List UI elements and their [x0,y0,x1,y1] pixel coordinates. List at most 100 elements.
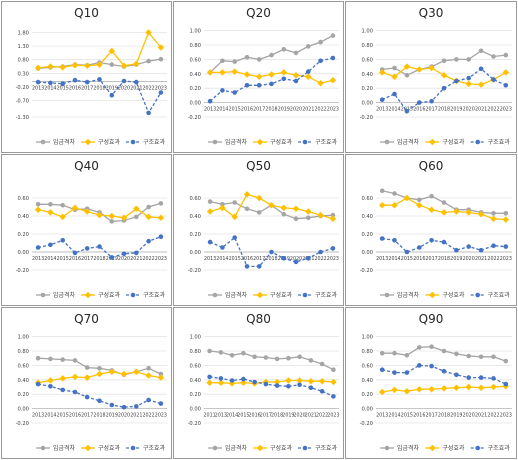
data-point-structure [84,246,90,251]
legend-label: 구성효과 [98,138,121,146]
y-tick-label: 0.00 [17,407,29,413]
data-point-structure [256,264,262,269]
x-tick-label: 2023 [155,86,167,92]
data-point-structure [417,245,422,250]
data-point-wage-gap [454,57,459,62]
data-point-composition [378,201,386,209]
legend-label: 구성효과 [442,291,465,299]
y-tick-label: 0.80 [361,349,373,355]
chart-panel-q60: Q60 -0.20 0.00 0.20 0.40 0.60 2013 2014 2015 2016… [345,154,517,306]
y-tick-label: 1.80 [17,31,29,37]
legend-marker-composition [256,138,264,146]
data-point-composition [329,215,337,222]
data-point-composition [145,29,152,36]
x-tick-label: 2013 [32,256,44,262]
series-line-structure [37,236,162,259]
legend-label: 구조효과 [488,444,511,452]
data-point-wage-gap [146,204,151,210]
data-point-composition [243,71,251,78]
line-chart: -0.20 0.00 0.20 0.40 0.60 0.80 1.00 2013 2014 201… [360,29,512,146]
data-point-structure [404,249,410,255]
data-point-structure [256,83,262,88]
data-point-structure [121,404,127,410]
y-tick-label: 0.20 [189,86,201,92]
data-point-structure [207,374,212,380]
y-tick-label: 0.40 [189,214,201,220]
data-point-composition [231,68,238,75]
data-point-wage-gap [441,200,447,205]
y-tick-label: -0.20 [188,421,201,427]
x-tick-label: 2014 [388,107,400,113]
x-tick-label: 2017 [81,413,93,419]
data-point-composition [502,69,510,76]
x-tick-label: 2018 [438,256,450,262]
y-tick-label: 0.60 [17,196,29,202]
data-point-structure [274,383,280,388]
y-tick-label: 0.60 [361,196,373,202]
series-line-structure [38,78,162,115]
data-point-structure [441,368,447,374]
legend-label: 구조효과 [143,444,166,452]
data-point-composition [465,80,472,88]
y-tick-label: 0.60 [361,363,373,369]
y-tick-label: 0.00 [17,250,29,256]
data-point-composition [318,377,326,385]
data-point-structure [252,379,257,385]
y-tick-label: 0.60 [361,57,373,63]
y-tick-label: 0.30 [17,71,29,77]
x-tick-label: 2011 [203,413,215,419]
x-tick-label: 2019 [278,107,290,113]
data-point-structure [330,246,336,251]
data-point-composition [428,206,435,213]
data-point-wage-gap [281,47,287,52]
y-tick-label: 0.20 [361,86,373,92]
legend-marker-composition [256,291,264,299]
y-tick-label: 1.30 [17,44,29,50]
data-point-wage-gap [109,219,115,224]
data-point-structure [48,384,53,389]
data-point-composition [292,71,300,79]
y-tick-label: 0.00 [361,407,373,413]
data-point-structure [134,79,139,85]
data-point-structure [72,389,78,395]
legend-label: 구조효과 [315,138,338,146]
legend-marker-wage-gap [384,292,390,298]
y-tick-label: 0.00 [361,101,373,107]
data-point-wage-gap [318,39,323,45]
data-point-structure [503,83,509,88]
data-point-wage-gap [220,202,225,207]
data-point-wage-gap [220,58,225,64]
data-point-wage-gap [293,50,299,56]
chart-title: Q30 [418,6,444,20]
data-point-structure [146,397,151,403]
data-point-composition [206,208,214,215]
y-tick-label: -0.20 [16,268,29,274]
y-tick-label: 1.00 [361,335,373,341]
data-point-structure [35,381,41,387]
x-tick-label: 2016 [248,413,260,419]
data-point-structure [244,83,250,88]
x-tick-label: 2015 [57,86,69,92]
x-tick-label: 2013 [215,413,227,419]
x-tick-label: 2020 [290,256,302,262]
data-point-wage-gap [281,211,287,217]
data-point-structure [478,66,484,72]
data-point-structure [429,98,434,104]
data-point-structure [229,378,235,383]
data-point-wage-gap [330,212,336,218]
data-point-wage-gap [491,54,496,59]
data-point-composition [490,215,497,222]
data-point-structure [207,239,213,245]
data-point-structure [379,236,385,241]
data-point-structure [84,79,90,85]
x-tick-label: 2016 [413,256,425,262]
data-point-composition [296,377,303,384]
data-point-structure [318,58,323,64]
chart-panel-q90: Q90 -0.20 0.00 0.20 0.40 0.60 0.80 1.00 2013 2014… [345,307,517,459]
y-tick-label: 0.40 [361,214,373,220]
y-tick-label: 0.40 [189,378,201,384]
data-point-structure [121,78,127,84]
